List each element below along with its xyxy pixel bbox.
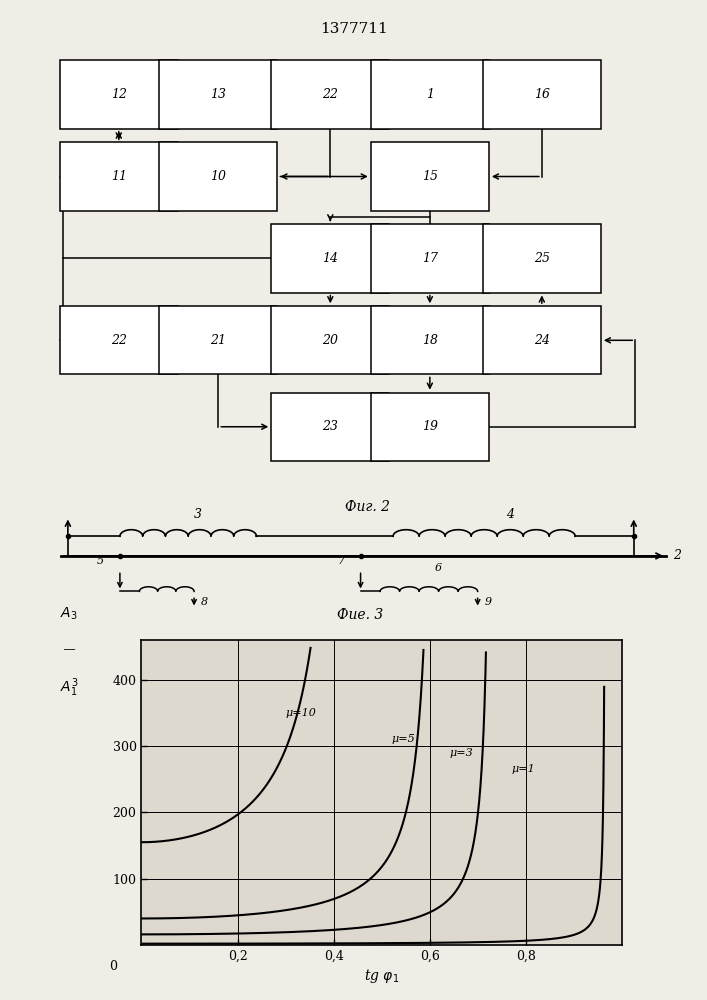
Text: 6: 6 bbox=[435, 563, 442, 573]
X-axis label: tg $\varphi_1$: tg $\varphi_1$ bbox=[364, 967, 399, 985]
Text: 16: 16 bbox=[534, 88, 550, 101]
Text: 10: 10 bbox=[210, 170, 226, 183]
Text: ―: ― bbox=[64, 644, 75, 654]
Text: 15: 15 bbox=[422, 170, 438, 183]
FancyBboxPatch shape bbox=[59, 60, 178, 129]
Text: 13: 13 bbox=[210, 88, 226, 101]
Text: $A_1^3$: $A_1^3$ bbox=[60, 677, 78, 699]
FancyBboxPatch shape bbox=[159, 142, 277, 211]
FancyBboxPatch shape bbox=[483, 224, 601, 293]
Text: 21: 21 bbox=[210, 334, 226, 347]
FancyBboxPatch shape bbox=[370, 224, 489, 293]
FancyBboxPatch shape bbox=[370, 142, 489, 211]
Text: 22: 22 bbox=[111, 334, 127, 347]
Text: 1377711: 1377711 bbox=[320, 22, 387, 36]
FancyBboxPatch shape bbox=[370, 60, 489, 129]
Text: μ=1: μ=1 bbox=[512, 764, 535, 774]
FancyBboxPatch shape bbox=[159, 60, 277, 129]
Text: 3: 3 bbox=[194, 508, 202, 520]
Text: 5: 5 bbox=[97, 556, 104, 566]
Text: 8: 8 bbox=[201, 597, 208, 607]
FancyBboxPatch shape bbox=[483, 306, 601, 374]
FancyBboxPatch shape bbox=[370, 306, 489, 374]
Text: 22: 22 bbox=[322, 88, 339, 101]
Text: 12: 12 bbox=[111, 88, 127, 101]
Text: μ=5: μ=5 bbox=[392, 734, 415, 744]
FancyBboxPatch shape bbox=[271, 224, 390, 293]
Text: 25: 25 bbox=[534, 252, 550, 265]
Text: 7: 7 bbox=[337, 556, 344, 566]
Text: Фие. 3: Фие. 3 bbox=[337, 608, 384, 622]
Text: 23: 23 bbox=[322, 420, 339, 433]
FancyBboxPatch shape bbox=[271, 393, 390, 461]
Text: 0: 0 bbox=[110, 960, 117, 973]
FancyBboxPatch shape bbox=[271, 60, 390, 129]
FancyBboxPatch shape bbox=[271, 306, 390, 374]
Text: μ=3: μ=3 bbox=[449, 748, 473, 758]
FancyBboxPatch shape bbox=[370, 393, 489, 461]
FancyBboxPatch shape bbox=[59, 142, 178, 211]
Text: 17: 17 bbox=[422, 252, 438, 265]
Text: 4: 4 bbox=[506, 508, 514, 520]
Text: 1: 1 bbox=[426, 88, 434, 101]
FancyBboxPatch shape bbox=[159, 306, 277, 374]
Text: μ=10: μ=10 bbox=[286, 708, 317, 718]
Text: 9: 9 bbox=[484, 597, 491, 607]
Text: 18: 18 bbox=[422, 334, 438, 347]
FancyBboxPatch shape bbox=[59, 306, 178, 374]
Text: 19: 19 bbox=[422, 420, 438, 433]
Text: 11: 11 bbox=[111, 170, 127, 183]
Text: 14: 14 bbox=[322, 252, 339, 265]
Text: 24: 24 bbox=[534, 334, 550, 347]
Text: Фиг. 2: Фиг. 2 bbox=[345, 500, 390, 514]
FancyBboxPatch shape bbox=[483, 60, 601, 129]
Text: 2: 2 bbox=[673, 549, 681, 562]
Text: 20: 20 bbox=[322, 334, 339, 347]
Text: $A_3$: $A_3$ bbox=[61, 605, 78, 622]
